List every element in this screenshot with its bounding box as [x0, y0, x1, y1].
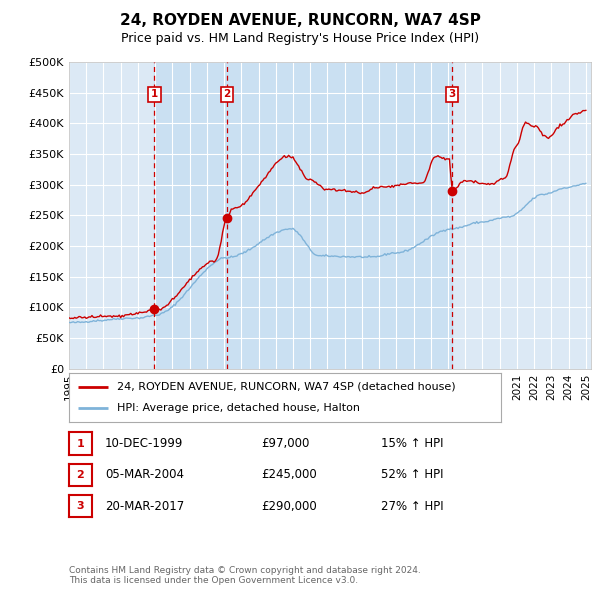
Text: 3: 3: [448, 89, 455, 99]
Bar: [227, 62, 452, 369]
Text: 1: 1: [77, 439, 84, 448]
Text: 2: 2: [77, 470, 84, 480]
Text: 24, ROYDEN AVENUE, RUNCORN, WA7 4SP: 24, ROYDEN AVENUE, RUNCORN, WA7 4SP: [119, 13, 481, 28]
Text: 24, ROYDEN AVENUE, RUNCORN, WA7 4SP (detached house): 24, ROYDEN AVENUE, RUNCORN, WA7 4SP (det…: [116, 382, 455, 392]
Text: 15% ↑ HPI: 15% ↑ HPI: [381, 437, 443, 450]
Text: 05-MAR-2004: 05-MAR-2004: [105, 468, 184, 481]
Text: 20-MAR-2017: 20-MAR-2017: [105, 500, 184, 513]
Text: 52% ↑ HPI: 52% ↑ HPI: [381, 468, 443, 481]
Text: This data is licensed under the Open Government Licence v3.0.: This data is licensed under the Open Gov…: [69, 576, 358, 585]
Text: Price paid vs. HM Land Registry's House Price Index (HPI): Price paid vs. HM Land Registry's House …: [121, 32, 479, 45]
Text: 1: 1: [151, 89, 158, 99]
Text: £97,000: £97,000: [261, 437, 310, 450]
Text: £290,000: £290,000: [261, 500, 317, 513]
Bar: [154, 62, 227, 369]
Text: 2: 2: [223, 89, 230, 99]
Text: 27% ↑ HPI: 27% ↑ HPI: [381, 500, 443, 513]
Text: 3: 3: [77, 502, 84, 511]
Text: 10-DEC-1999: 10-DEC-1999: [105, 437, 184, 450]
Text: £245,000: £245,000: [261, 468, 317, 481]
Text: Contains HM Land Registry data © Crown copyright and database right 2024.: Contains HM Land Registry data © Crown c…: [69, 566, 421, 575]
Text: HPI: Average price, detached house, Halton: HPI: Average price, detached house, Halt…: [116, 404, 359, 414]
